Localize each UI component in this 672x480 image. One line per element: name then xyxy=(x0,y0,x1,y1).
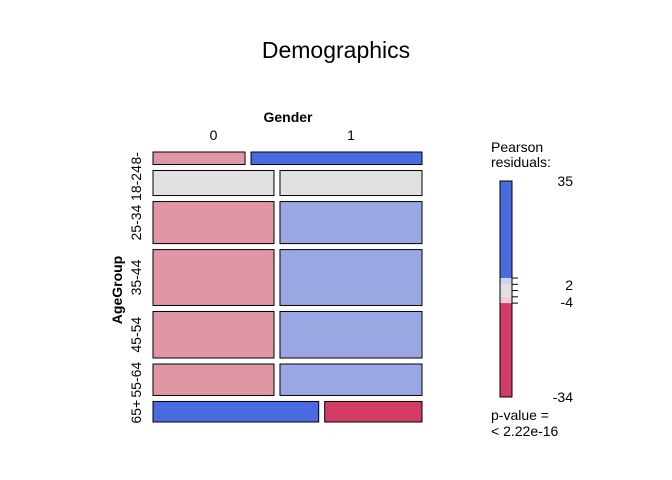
mosaic-cell xyxy=(152,249,275,306)
legend-title-line1: Pearson xyxy=(491,139,543,155)
column-level-label: 1 xyxy=(347,127,355,143)
column-level-label: 0 xyxy=(210,127,218,143)
row-level-label: 45-54 xyxy=(128,317,144,353)
residual-legend: Pearson residuals: 35 2-4 -34 p-value = < … xyxy=(491,139,573,439)
legend-tick-label: 2 xyxy=(565,277,573,293)
mosaic-cells xyxy=(152,151,423,423)
row-level-label: 18-24 xyxy=(128,165,144,201)
mosaic-cell xyxy=(279,201,423,245)
mosaic-cell xyxy=(279,310,423,359)
legend-tick-label: -34 xyxy=(553,389,573,405)
mosaic-cell xyxy=(250,151,423,166)
mosaic-cell xyxy=(152,201,275,245)
legend-frame xyxy=(499,180,513,398)
mosaic-cell xyxy=(279,249,423,306)
column-variable-label: Gender xyxy=(263,109,313,125)
row-level-label: 35-44 xyxy=(128,259,144,295)
legend-tick-label: -4 xyxy=(561,294,574,310)
mosaic-cell xyxy=(152,170,275,197)
legend-band xyxy=(500,296,512,304)
row-level-label: 8- xyxy=(128,152,144,165)
legend-color-bar xyxy=(499,180,513,398)
mosaic-cell xyxy=(152,151,246,166)
mosaic-cell xyxy=(152,363,275,396)
chart-title: Demographics xyxy=(262,37,410,63)
mosaic-cell xyxy=(324,400,423,423)
mosaic-cell xyxy=(152,400,320,423)
legend-band xyxy=(500,278,512,285)
pvalue-line1: p-value = xyxy=(491,407,549,423)
row-level-label: 55-64 xyxy=(128,362,144,398)
legend-band xyxy=(500,181,512,279)
legend-band xyxy=(500,284,512,297)
pvalue-line2: < 2.22e-16 xyxy=(491,423,559,439)
row-variable-label: AgeGroup xyxy=(109,256,125,324)
mosaic-cell xyxy=(279,363,423,396)
legend-title-line2: residuals: xyxy=(491,154,551,170)
legend-ticks: 35 2-4 -34 xyxy=(512,173,573,405)
mosaic-cell xyxy=(152,310,275,359)
row-level-label: 65+ xyxy=(128,400,144,424)
row-level-labels: 8-18-24 25-34 35-44 45-54 55-64 65+ xyxy=(128,152,144,424)
row-level-label: 25-34 xyxy=(128,204,144,240)
mosaic-cell xyxy=(279,170,423,197)
legend-tick-label: 35 xyxy=(557,173,573,189)
legend-band xyxy=(500,303,512,397)
